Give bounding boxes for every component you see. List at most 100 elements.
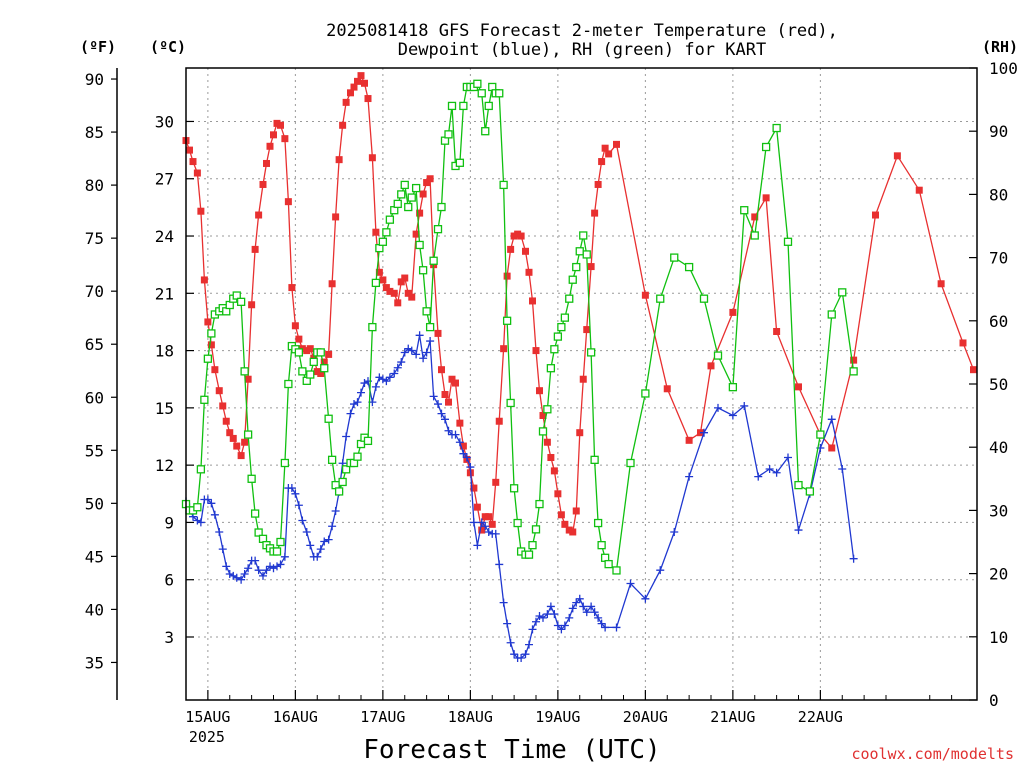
temperature-point (189, 158, 197, 166)
rh-point (240, 367, 249, 376)
celsius-tick-label: 15 (155, 399, 174, 418)
rh-point (407, 193, 416, 202)
temperature-point (872, 211, 879, 219)
temperature-point (241, 438, 249, 446)
temperature-point (332, 213, 340, 221)
temperature-point (492, 478, 500, 486)
temperature-point (325, 350, 333, 358)
dewpoint-point (495, 560, 504, 569)
rh-point (728, 383, 738, 392)
dewpoint-point (259, 571, 267, 580)
temperature-point (219, 402, 227, 410)
temperature-point (587, 263, 595, 271)
dewpoint-point (316, 545, 325, 554)
dewpoint-point (466, 463, 475, 472)
temperature-point (255, 211, 263, 219)
temperature-point (536, 387, 543, 395)
dewpoint-point (298, 516, 307, 525)
celsius-tick-label: 27 (155, 170, 174, 189)
rh-point (586, 348, 596, 357)
dewpoint-point (772, 468, 781, 477)
temperature-point (426, 175, 434, 183)
temperature-point (244, 375, 252, 383)
rh-point (805, 487, 815, 496)
dewpoint-point (765, 464, 774, 473)
temperature-point (915, 186, 923, 194)
temperature-point (525, 268, 533, 276)
rh-point (761, 142, 771, 152)
x-tick-label: 20AUG (623, 708, 668, 726)
dewpoint-point (291, 489, 300, 498)
rh-point (378, 237, 388, 246)
dewpoint-point (287, 484, 296, 493)
rh-point (827, 310, 836, 319)
temperature-point (641, 291, 649, 299)
x-tick-label: 22AUG (798, 708, 843, 726)
rh-point (459, 101, 468, 111)
rh-point (298, 367, 307, 376)
rh-point (320, 364, 329, 373)
temperature-point (539, 412, 547, 420)
rh-point (250, 509, 260, 518)
axis-ticks: 3 6 9 12 15 18 21 24 27 30 15AUG 2025 16AUG 17AUG 18AU… (85, 59, 1018, 746)
rh-point (713, 351, 723, 360)
dewpoint-point (601, 623, 610, 632)
plot-frame (186, 68, 977, 700)
temperature-point (295, 335, 303, 343)
rh-point (565, 294, 574, 303)
rh-point (816, 430, 825, 439)
dewpoint-point (434, 400, 442, 409)
temperature-point (200, 276, 208, 284)
dewpoint-point (506, 638, 515, 647)
temperature-point (284, 198, 292, 206)
temperature-point (408, 293, 416, 301)
dewpoint-point (546, 602, 555, 611)
rh-point (232, 291, 241, 300)
rh-point (513, 518, 522, 528)
dewpoint-point (419, 354, 428, 363)
temperature-point (452, 379, 459, 387)
rh-point (740, 206, 749, 215)
dewpoint-point (210, 510, 219, 519)
rh-tick-label: 50 (989, 375, 1008, 394)
dewpoint-point (728, 411, 737, 420)
dewpoint-point (426, 337, 435, 346)
dewpoint-point (324, 535, 333, 544)
temperature-point (601, 144, 609, 152)
temperature-point (386, 287, 394, 295)
dewpoint-point (222, 562, 231, 571)
temperature-point (795, 383, 802, 391)
dewpoint-point (441, 415, 449, 424)
rh-point (495, 89, 504, 98)
temperature-point (594, 180, 602, 188)
dewpoint-point (560, 621, 569, 630)
rh-tick-label: 60 (989, 312, 1008, 331)
rh-point (382, 228, 391, 237)
rh-point (385, 215, 395, 224)
dewpoint-point (455, 438, 464, 447)
temperature-point (229, 434, 237, 442)
rh-point (341, 465, 351, 474)
rh-point (196, 465, 206, 474)
dewpoint-point (499, 598, 508, 607)
rh-point (849, 367, 858, 376)
dewpoint-line (185, 335, 855, 659)
dewpoint-point (477, 518, 486, 527)
x-axis-label: Forecast Time (UTC) (363, 735, 660, 765)
dewpoint-point (565, 613, 574, 622)
x-tick-label: 18AUG (448, 708, 493, 726)
temperature-point (364, 95, 372, 103)
temperature-point (850, 356, 858, 364)
temperature-point (248, 301, 256, 309)
rh-point (499, 180, 508, 190)
rh-point (553, 332, 563, 341)
dewpoint-point (203, 495, 212, 504)
temperature-point (970, 366, 977, 374)
temperature-point (226, 429, 234, 437)
rh-tick-label: 90 (989, 122, 1008, 141)
rh-tick-label: 20 (989, 565, 1008, 584)
rh-point (560, 313, 570, 322)
temperature-point (222, 417, 230, 425)
temperature-point (959, 339, 967, 347)
rh-point (593, 518, 603, 528)
